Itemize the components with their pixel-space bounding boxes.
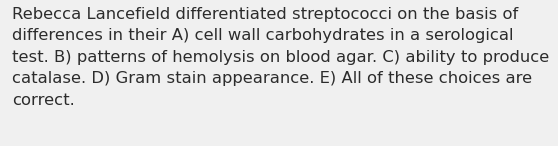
- Text: Rebecca Lancefield differentiated streptococci on the basis of
differences in th: Rebecca Lancefield differentiated strept…: [12, 7, 550, 108]
